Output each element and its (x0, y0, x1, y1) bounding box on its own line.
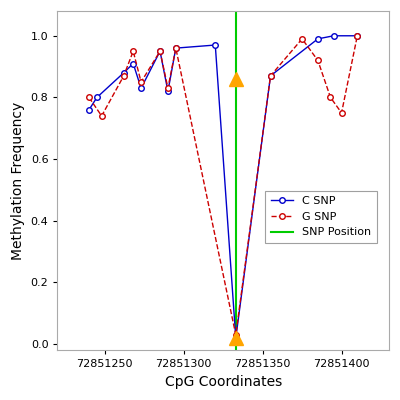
Y-axis label: Methylation Frequency: Methylation Frequency (11, 102, 25, 260)
X-axis label: CpG Coordinates: CpG Coordinates (164, 375, 282, 389)
Legend: C SNP, G SNP, SNP Position: C SNP, G SNP, SNP Position (265, 191, 377, 243)
